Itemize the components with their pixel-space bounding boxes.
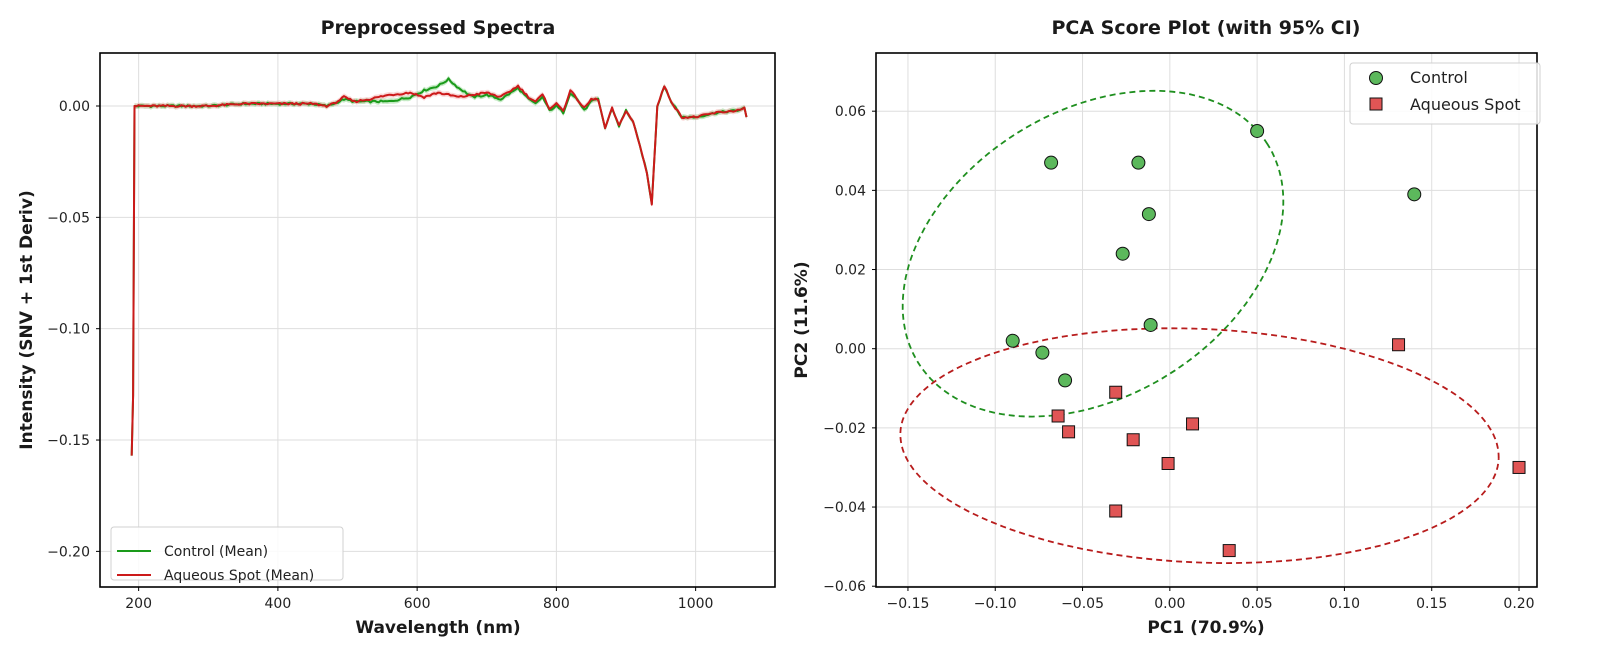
pca-x-ticks: −0.15 −0.10 −0.05 0.00 0.05 0.10 0.15 0.20 [886, 587, 1535, 612]
pca-x-tick-label: −0.05 [1061, 596, 1104, 612]
control-ci-ellipse [901, 89, 1285, 418]
legend-aqueous-label: Aqueous Spot [1410, 95, 1521, 114]
pca-y-tick-label: 0.06 [835, 104, 866, 120]
pca-y-tick-label: 0.04 [835, 183, 866, 199]
pca-grid [876, 53, 1537, 587]
pca-x-tick-label: −0.15 [886, 596, 929, 612]
spectra-y-tick-label: −0.05 [47, 210, 90, 226]
pca-y-label: PC2 (11.6%) [792, 261, 812, 378]
spectra-y-tick-label: 0.00 [59, 99, 90, 115]
aqueous-ci-ellipse [899, 327, 1500, 565]
aqueous-point [1161, 456, 1175, 470]
pca-y-tick-label: −0.04 [823, 500, 866, 516]
legend-control-marker [1369, 71, 1383, 85]
aqueous-point [1186, 417, 1200, 431]
pca-x-tick-label: 0.10 [1329, 596, 1360, 612]
spectra-bands [131, 75, 747, 459]
pca-points [1005, 123, 1526, 558]
legend-aqueous-label: Aqueous Spot (Mean) [164, 568, 314, 584]
spectrum-band-1 [131, 82, 747, 459]
aqueous-point [1062, 425, 1076, 439]
spectra-y-label: Intensity (SNV + 1st Deriv) [17, 190, 37, 449]
control-point [1141, 207, 1156, 222]
aqueous-mean-line [130, 84, 748, 456]
control-point [1005, 333, 1020, 348]
spectra-x-ticks: 200 400 600 800 1000 [125, 587, 713, 612]
spectra-x-tick-label: 200 [125, 596, 152, 612]
spectra-lines [130, 77, 748, 456]
legend-control-label: Control [1410, 68, 1468, 87]
pca-ellipses [899, 89, 1500, 565]
pca-x-tick-label: 0.20 [1503, 596, 1534, 612]
control-point [1044, 155, 1059, 170]
aqueous-point [1109, 504, 1123, 518]
pca-title: PCA Score Plot (with 95% CI) [1051, 17, 1360, 39]
aqueous-point [1392, 338, 1406, 352]
spectra-legend-box [110, 526, 344, 581]
spectra-grid [100, 53, 775, 587]
aqueous-point [1512, 460, 1526, 474]
spectra-x-label: Wavelength (nm) [355, 618, 520, 638]
spectra-x-tick-label: 600 [404, 596, 431, 612]
pca-y-tick-label: 0.00 [835, 342, 866, 358]
pca-x-tick-label: −0.10 [974, 596, 1017, 612]
pca-panel: PCA Score Plot (with 95% CI) −0.15 −0.10−… [792, 17, 1541, 638]
spectra-axes-frame [99, 52, 776, 588]
pca-x-tick-label: 0.00 [1154, 596, 1185, 612]
spectra-legend: Control (Mean) Aqueous Spot (Mean) [110, 526, 344, 584]
legend-control-label: Control (Mean) [164, 544, 268, 560]
legend-aqueous-marker [1369, 97, 1383, 111]
pca-legend: Control Aqueous Spot [1349, 62, 1541, 125]
control-point [1407, 187, 1422, 202]
spectra-y-ticks: 0.00 −0.05 −0.10 −0.15 −0.20 [47, 99, 100, 560]
pca-y-tick-label: 0.02 [835, 263, 866, 279]
spectra-x-tick-label: 1000 [678, 596, 714, 612]
control-point [1143, 317, 1158, 332]
aqueous-point [1222, 544, 1236, 558]
spectra-x-tick-label: 400 [265, 596, 292, 612]
aqueous-point [1126, 433, 1140, 447]
aqueous-point [1109, 385, 1123, 399]
spectrum-band-0 [131, 75, 747, 459]
control-point [1035, 345, 1050, 360]
pca-y-ticks: 0.06 0.04 0.02 0.00 −0.02 −0.04 −0.06 [823, 104, 876, 595]
spectra-title: Preprocessed Spectra [321, 17, 556, 39]
control-point [1115, 246, 1130, 261]
pca-y-tick-label: −0.02 [823, 421, 866, 437]
pca-x-label: PC1 (70.9%) [1147, 618, 1264, 638]
control-point [1058, 373, 1073, 388]
spectra-x-tick-label: 800 [543, 596, 570, 612]
spectra-y-tick-label: −0.10 [47, 322, 90, 338]
control-point [1250, 123, 1265, 138]
pca-x-tick-label: 0.05 [1242, 596, 1273, 612]
control-point [1131, 155, 1146, 170]
pca-axes-frame [875, 52, 1538, 588]
spectra-y-tick-label: −0.15 [47, 433, 90, 449]
spectra-panel: Preprocessed Spectra 200 400 600 800 1000 0.… [17, 17, 776, 638]
pca-legend-box [1349, 62, 1541, 125]
aqueous-point [1051, 409, 1065, 423]
pca-x-tick-label: 0.15 [1416, 596, 1447, 612]
spectra-y-tick-label: −0.20 [47, 544, 90, 560]
pca-y-tick-label: −0.06 [823, 579, 866, 595]
control-mean-line [130, 77, 748, 456]
